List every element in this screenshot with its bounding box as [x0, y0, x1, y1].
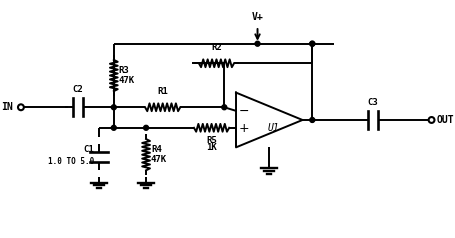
Text: C1: C1 [84, 145, 94, 154]
Text: C2: C2 [72, 84, 83, 94]
Text: R2: R2 [211, 43, 222, 52]
Circle shape [144, 125, 148, 130]
Circle shape [255, 41, 260, 46]
Circle shape [222, 105, 227, 110]
Circle shape [310, 41, 315, 46]
Text: V+: V+ [252, 12, 263, 22]
Text: −: − [238, 105, 249, 118]
Text: 1.0 TO 5.0: 1.0 TO 5.0 [48, 157, 94, 166]
Text: C3: C3 [368, 98, 378, 107]
Text: R1: R1 [157, 87, 168, 95]
Text: R4: R4 [151, 145, 162, 154]
Circle shape [111, 105, 116, 110]
Text: +: + [238, 122, 249, 135]
Text: OUT: OUT [436, 115, 454, 125]
Circle shape [310, 41, 315, 46]
Text: 1K: 1K [206, 144, 217, 153]
Text: R3: R3 [119, 66, 129, 75]
Text: 47K: 47K [119, 76, 135, 85]
Text: U1: U1 [267, 123, 279, 133]
Circle shape [310, 118, 315, 122]
Text: IN: IN [1, 102, 13, 112]
Circle shape [111, 125, 116, 130]
Text: R5: R5 [206, 136, 217, 145]
Text: 47K: 47K [151, 155, 167, 164]
